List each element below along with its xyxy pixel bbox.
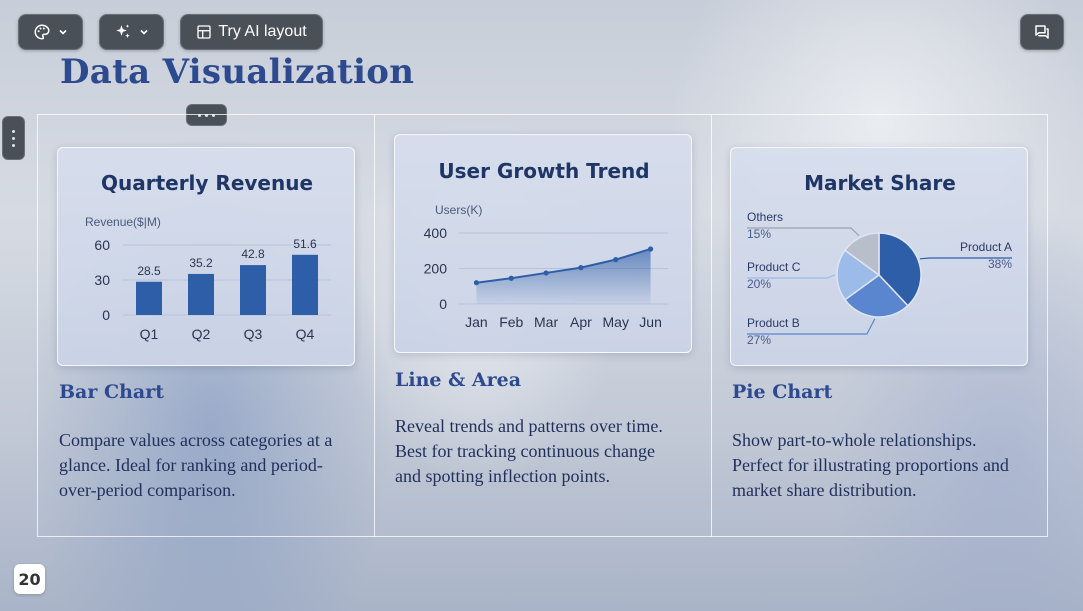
sparkles-icon: [115, 24, 130, 38]
magic-menu-button[interactable]: [99, 14, 164, 50]
series-line: [476, 248, 651, 284]
bar-chart-card: Quarterly Revenue Revenue($|M) 0 30 60 28.…: [57, 147, 355, 366]
pie-label: Others: [747, 210, 783, 224]
section-description: Reveal trends and patterns over time. Be…: [395, 416, 663, 486]
section-description: Show part-to-whole relationships. Perfec…: [732, 430, 1009, 500]
bar: [136, 281, 162, 315]
y-tick-label: 400: [424, 225, 448, 241]
x-tick-label: Jan: [465, 314, 488, 330]
pie-label: Product B: [747, 316, 800, 330]
chevron-down-icon: [139, 29, 148, 35]
x-tick-label: Feb: [499, 314, 523, 330]
data-point: [543, 270, 549, 276]
pie-chart: Market Share Product A 38% Product B 27% Pro…: [747, 171, 1012, 347]
area-chart-card: User Growth Trend Users(K) 0 200 400 Jan Fe…: [394, 134, 692, 353]
section-description: Compare values across categories at a gl…: [59, 430, 333, 500]
data-point: [578, 265, 584, 271]
x-tick-label: Mar: [534, 314, 558, 330]
y-tick-label: 0: [439, 296, 447, 312]
pie-slice: [843, 274, 909, 318]
try-ai-layout-label: Try AI layout: [218, 23, 307, 40]
data-point: [647, 246, 654, 252]
drag-handle-horizontal[interactable]: [186, 104, 227, 126]
bar: [240, 265, 266, 315]
try-ai-layout-button[interactable]: Try AI layout: [180, 14, 323, 50]
pie-chart-card: Market Share Product A 38% Product B 27% Pro…: [730, 147, 1028, 366]
section-heading: Pie Chart: [732, 381, 833, 403]
chart-title: Market Share: [804, 171, 956, 195]
y-tick-label: 60: [94, 237, 110, 253]
column-divider: [711, 114, 712, 537]
bar-value-label: 35.2: [189, 256, 213, 270]
pie-percent: 27%: [747, 333, 771, 347]
bar-value-label: 42.8: [241, 247, 265, 261]
comments-button[interactable]: [1020, 14, 1064, 50]
x-tick-label: Q2: [192, 326, 211, 342]
bar-value-label: 28.5: [137, 264, 161, 278]
x-tick-label: Q3: [244, 326, 263, 342]
pie-slice: [843, 232, 880, 277]
pie-label: Product C: [747, 260, 801, 274]
page-number[interactable]: 20: [14, 564, 45, 594]
section-heading: Bar Chart: [59, 381, 165, 403]
y-tick-label: 0: [102, 307, 110, 323]
column-divider: [374, 114, 375, 537]
y-tick-label: 30: [94, 272, 110, 288]
chevron-down-icon: [58, 29, 67, 35]
bar-chart: Quarterly Revenue Revenue($|M) 0 30 60 28.…: [85, 171, 331, 342]
drag-handle-vertical[interactable]: [2, 116, 25, 160]
y-tick-label: 200: [424, 261, 448, 277]
y-axis-label: Users(K): [435, 203, 482, 217]
data-point: [508, 275, 514, 281]
area-fill: [476, 248, 651, 304]
layout-icon: [197, 25, 211, 39]
leader-line: [747, 318, 876, 335]
palette-icon: [34, 24, 50, 40]
bar: [188, 273, 214, 315]
bar-value-label: 51.6: [293, 237, 317, 251]
pie-percent: 15%: [747, 227, 771, 241]
x-tick-label: Jun: [639, 314, 662, 330]
leader-line: [747, 274, 836, 279]
area-chart: User Growth Trend Users(K) 0 200 400 Jan Fe…: [424, 159, 668, 330]
y-axis-label: Revenue($|M): [85, 215, 161, 229]
column-grid: [37, 114, 1048, 537]
comments-icon: [1035, 25, 1049, 39]
leader-line: [919, 257, 1012, 260]
theme-menu-button[interactable]: [18, 14, 83, 50]
page-title: Data Visualization: [60, 52, 415, 92]
pie-slice: [836, 249, 881, 301]
pie-label: Product A: [960, 240, 1012, 254]
x-tick-label: Q1: [140, 326, 159, 342]
leader-line: [747, 227, 860, 237]
data-point: [473, 280, 480, 286]
section-heading: Line & Area: [395, 369, 522, 391]
x-tick-label: Q4: [296, 326, 315, 342]
x-tick-label: Apr: [570, 314, 592, 330]
pie-percent: 20%: [747, 277, 771, 291]
pie-slice: [878, 232, 922, 307]
chart-title: User Growth Trend: [438, 159, 649, 183]
chart-title: Quarterly Revenue: [101, 171, 313, 195]
pie-percent: 38%: [988, 257, 1012, 271]
bar: [292, 254, 318, 315]
x-tick-label: May: [603, 314, 629, 330]
data-point: [613, 257, 619, 263]
